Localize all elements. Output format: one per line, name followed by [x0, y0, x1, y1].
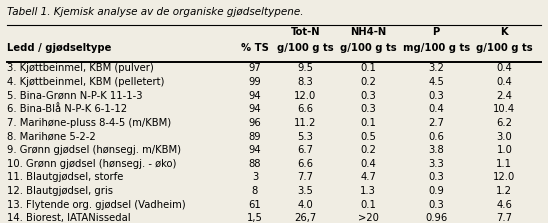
Text: 3.2: 3.2: [429, 64, 444, 73]
Text: Tot-N: Tot-N: [290, 27, 320, 37]
Text: 89: 89: [249, 132, 261, 142]
Text: 4. Kjøttbeinmel, KBM (pelletert): 4. Kjøttbeinmel, KBM (pelletert): [7, 77, 164, 87]
Text: 2.7: 2.7: [428, 118, 444, 128]
Text: 0.1: 0.1: [360, 118, 376, 128]
Text: 0.4: 0.4: [429, 104, 444, 114]
Text: 8.3: 8.3: [298, 77, 313, 87]
Text: 1,5: 1,5: [247, 213, 263, 223]
Text: 7.7: 7.7: [496, 213, 512, 223]
Text: 61: 61: [249, 200, 261, 210]
Text: 3.8: 3.8: [429, 145, 444, 155]
Text: 6. Bina-Blå N-P-K 6-1-12: 6. Bina-Blå N-P-K 6-1-12: [7, 104, 127, 114]
Text: 7.7: 7.7: [298, 172, 313, 182]
Text: g/100 g ts: g/100 g ts: [277, 43, 334, 54]
Text: 0.4: 0.4: [360, 159, 376, 169]
Text: 12.0: 12.0: [493, 172, 516, 182]
Text: 0.2: 0.2: [360, 145, 376, 155]
Text: 10. Grønn gjødsel (hønsegj. - øko): 10. Grønn gjødsel (hønsegj. - øko): [7, 159, 176, 169]
Text: 6.7: 6.7: [298, 145, 313, 155]
Text: 1.2: 1.2: [496, 186, 512, 196]
Text: 0.96: 0.96: [425, 213, 447, 223]
Text: 13. Flytende org. gjødsel (Vadheim): 13. Flytende org. gjødsel (Vadheim): [7, 200, 185, 210]
Text: 0.3: 0.3: [360, 91, 376, 101]
Text: 5. Bina-Grønn N-P-K 11-1-3: 5. Bina-Grønn N-P-K 11-1-3: [7, 91, 142, 101]
Text: 0.1: 0.1: [360, 200, 376, 210]
Text: 4.6: 4.6: [496, 200, 512, 210]
Text: K: K: [500, 27, 508, 37]
Text: >20: >20: [358, 213, 379, 223]
Text: 0.2: 0.2: [360, 77, 376, 87]
Text: 3.5: 3.5: [298, 186, 313, 196]
Text: 8. Marihøne 5-2-2: 8. Marihøne 5-2-2: [7, 132, 95, 142]
Text: 10.4: 10.4: [493, 104, 516, 114]
Text: 0.1: 0.1: [360, 64, 376, 73]
Text: 0.9: 0.9: [429, 186, 444, 196]
Text: 1.0: 1.0: [496, 145, 512, 155]
Text: 99: 99: [249, 77, 261, 87]
Text: 88: 88: [249, 159, 261, 169]
Text: 0.3: 0.3: [429, 200, 444, 210]
Text: 3: 3: [252, 172, 258, 182]
Text: 3. Kjøttbeinmel, KBM (pulver): 3. Kjøttbeinmel, KBM (pulver): [7, 64, 153, 73]
Text: P: P: [432, 27, 440, 37]
Text: 0.5: 0.5: [360, 132, 376, 142]
Text: 0.3: 0.3: [429, 91, 444, 101]
Text: 0.4: 0.4: [496, 77, 512, 87]
Text: 97: 97: [249, 64, 261, 73]
Text: 96: 96: [249, 118, 261, 128]
Text: 5.3: 5.3: [298, 132, 313, 142]
Text: 2.4: 2.4: [496, 91, 512, 101]
Text: g/100 g ts: g/100 g ts: [340, 43, 396, 54]
Text: 1.3: 1.3: [360, 186, 376, 196]
Text: % TS: % TS: [241, 43, 269, 54]
Text: 12.0: 12.0: [294, 91, 317, 101]
Text: 94: 94: [249, 145, 261, 155]
Text: 94: 94: [249, 91, 261, 101]
Text: 0.4: 0.4: [496, 64, 512, 73]
Text: 14. Biorest, IATANissedal: 14. Biorest, IATANissedal: [7, 213, 130, 223]
Text: 94: 94: [249, 104, 261, 114]
Text: Tabell 1. Kjemisk analyse av de organiske gjødseltypene.: Tabell 1. Kjemisk analyse av de organisk…: [7, 7, 304, 17]
Text: Ledd / gjødseltype: Ledd / gjødseltype: [7, 43, 111, 54]
Text: 6.6: 6.6: [298, 159, 313, 169]
Text: 12. Blautgjødsel, gris: 12. Blautgjødsel, gris: [7, 186, 113, 196]
Text: 4.5: 4.5: [429, 77, 444, 87]
Text: 26,7: 26,7: [294, 213, 317, 223]
Text: 3.3: 3.3: [429, 159, 444, 169]
Text: 9. Grønn gjødsel (hønsegj. m/KBM): 9. Grønn gjødsel (hønsegj. m/KBM): [7, 145, 181, 155]
Text: 6.2: 6.2: [496, 118, 512, 128]
Text: 3.0: 3.0: [496, 132, 512, 142]
Text: 9.5: 9.5: [298, 64, 313, 73]
Text: 0.6: 0.6: [429, 132, 444, 142]
Text: 4.0: 4.0: [298, 200, 313, 210]
Text: 11. Blautgjødsel, storfe: 11. Blautgjødsel, storfe: [7, 172, 123, 182]
Text: 6.6: 6.6: [298, 104, 313, 114]
Text: 11.2: 11.2: [294, 118, 317, 128]
Text: 0.3: 0.3: [429, 172, 444, 182]
Text: 0.3: 0.3: [360, 104, 376, 114]
Text: g/100 g ts: g/100 g ts: [476, 43, 533, 54]
Text: 4.7: 4.7: [360, 172, 376, 182]
Text: NH4-N: NH4-N: [350, 27, 386, 37]
Text: 1.1: 1.1: [496, 159, 512, 169]
Text: mg/100 g ts: mg/100 g ts: [403, 43, 470, 54]
Text: 7. Marihøne-pluss 8-4-5 (m/KBM): 7. Marihøne-pluss 8-4-5 (m/KBM): [7, 118, 171, 128]
Text: 8: 8: [252, 186, 258, 196]
